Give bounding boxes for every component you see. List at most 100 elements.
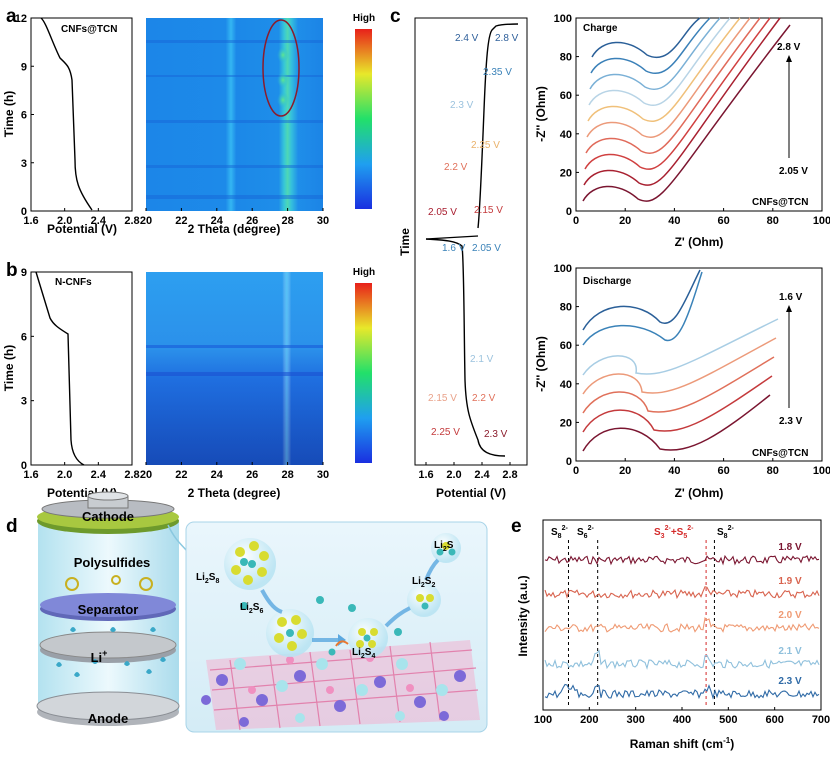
panel-a-potential-ticks: 1.6 2.0 2.4 2.8 [23, 208, 140, 227]
panel-a-potential-tick: 2.4 [91, 215, 107, 227]
eis-curve [582, 318, 779, 376]
panel-c-charge-ytick: 20 [560, 167, 572, 179]
panel-a-time-tick: 6 [21, 110, 27, 122]
eis-curve [588, 17, 731, 106]
eis-curve [582, 269, 701, 331]
panel-c-discharge-ticks: 0 20 40 60 80 100 0 20 40 60 80 100 [554, 263, 830, 477]
species-base: Li [412, 576, 421, 587]
eis-curve [590, 17, 711, 74]
panel-e-traces: 1.8 V 1.9 V 2.0 V 2.1 V 2.3 V [544, 542, 820, 700]
profile-charge-point: 2.05 V [428, 207, 457, 218]
panel-a-heatmap [146, 18, 323, 211]
profile-charge-point: 2.25 V [471, 140, 500, 151]
panel-a-theta-tick: 28 [281, 215, 293, 227]
panel-b-colorbar-label: High [353, 267, 375, 278]
panel-a-time-ticks: 0 3 6 9 12 [15, 13, 34, 218]
panel-e-peak-lines: S82- S62- S32-+S52- S82- [551, 525, 734, 708]
panel-b-theta-tick: 30 [317, 469, 329, 481]
peak-label: S82- [717, 525, 734, 540]
eis-curve [582, 394, 771, 452]
panel-c-discharge-xtick: 100 [813, 465, 830, 477]
species-sub1: 2 [443, 546, 447, 553]
panel-c-profile-tick: 2.8 [502, 469, 517, 481]
panel-b-potential-tick: 1.6 [23, 469, 38, 481]
profile-discharge-point: 2.3 V [484, 429, 508, 440]
panel-e-xlabel-text: Raman shift (cm [630, 737, 723, 751]
panel-c-discharge-xtick: 40 [668, 465, 680, 477]
panel-a-highlight-ellipse [262, 19, 300, 117]
panel-e-xtick: 500 [719, 714, 737, 726]
panel-b-potential-tick: 2.8 [124, 469, 139, 481]
species-base: Li [240, 602, 249, 613]
panel-c-discharge-ytick: 0 [566, 456, 572, 468]
panel-e-xlabel: Raman shift (cm-1) [630, 736, 734, 751]
panel-b-label: b [6, 260, 18, 281]
panel-c-charge-xtick: 0 [573, 215, 579, 227]
panel-c-profile-discharge-curve [425, 238, 506, 457]
panel-a-theta-tick: 22 [175, 215, 187, 227]
panel-e-ylabel: Intensity (a.u.) [516, 575, 530, 656]
eis-curve [584, 17, 771, 170]
panel-a-theta-tick: 26 [246, 215, 258, 227]
eis-curve [587, 17, 741, 122]
panel-c-charge-ytick: 60 [560, 90, 572, 102]
panel-d-label: d [6, 516, 18, 537]
panel-c-charge-top-label: 2.8 V [777, 42, 801, 53]
panel-a-profile-curve [40, 17, 93, 211]
battery-polysulfides-label: Polysulfides [74, 555, 151, 570]
panel-c-charge-bottom-label: 2.05 V [779, 166, 808, 177]
species-sub2: 4 [371, 653, 375, 660]
panel-a-heatmap-bands [146, 40, 323, 199]
panel-c-label: c [390, 6, 401, 27]
panel-c-discharge-ytick: 40 [560, 379, 572, 391]
panel-c-profile-tick: 2.4 [474, 469, 490, 481]
panel-c-profile-labels: 2.4 V 2.8 V2.35 V2.3 V2.25 V2.2 V2.05 V 2.… [428, 33, 519, 440]
panel-c-discharge-xlabel: Z' (Ohm) [675, 486, 724, 500]
panel-c-discharge-ytick: 20 [560, 417, 572, 429]
profile-charge-point: 2.15 V [474, 205, 503, 216]
species-mid: S [447, 540, 454, 551]
panel-a-time-tick: 12 [15, 13, 27, 25]
panel-e-xtick: 700 [812, 714, 830, 726]
eis-curve [585, 17, 761, 154]
panel-c-discharge-ytick: 60 [560, 340, 572, 352]
raman-trace [544, 554, 820, 566]
mechanism-lattice [201, 640, 480, 731]
panel-a-colorbar-label: High [353, 13, 375, 24]
species-label: Li2S6 [240, 602, 263, 615]
panel-c-charge-ytick: 40 [560, 129, 572, 141]
panel-b-theta-tick: 28 [281, 469, 293, 481]
panel-b-theta-ticks: 20 22 24 26 28 30 [140, 462, 329, 481]
peak-mid: +S [671, 527, 684, 538]
panel-c-discharge-xtick: 0 [573, 465, 579, 477]
panel-a-potential-label: Potential (V) [47, 222, 117, 236]
panel-a-profile-frame [30, 17, 133, 212]
raman-trace [544, 586, 820, 600]
panel-c-profile-tick: 1.6 [418, 469, 433, 481]
eis-curve [589, 17, 721, 90]
panel-c-profile-ticks: 1.6 2.0 2.4 2.8 [418, 462, 518, 481]
peak-sub: 8 [724, 533, 728, 540]
eis-curve [586, 17, 751, 138]
eis-curve [582, 337, 777, 395]
panel-e-xtick: 400 [673, 714, 691, 726]
peak-label: S82- [551, 525, 568, 540]
panel-c-charge-xtick: 60 [717, 215, 729, 227]
mechanism-molecules [224, 533, 461, 658]
peak-label: S32-+S52- [654, 525, 694, 540]
species-label: Li2S8 [196, 572, 219, 585]
panel-a-time-tick: 0 [21, 206, 27, 218]
profile-charge-point: 2.4 V [455, 33, 479, 44]
panel-b-heatmap-bands [146, 345, 323, 376]
battery-illustration [36, 491, 180, 726]
panel-c-discharge-arrowhead [786, 305, 792, 312]
species-label: Li2S [434, 540, 454, 553]
panel-b-time-tick: 9 [21, 267, 27, 279]
panel-b-potential-tick: 2.4 [91, 469, 107, 481]
profile-charge-point: 2.3 V [450, 100, 474, 111]
peak-base: S [654, 527, 661, 538]
species-sub2: 8 [215, 578, 219, 585]
species-base: Li [434, 540, 443, 551]
panel-b-potential-tick: 2.0 [57, 469, 72, 481]
